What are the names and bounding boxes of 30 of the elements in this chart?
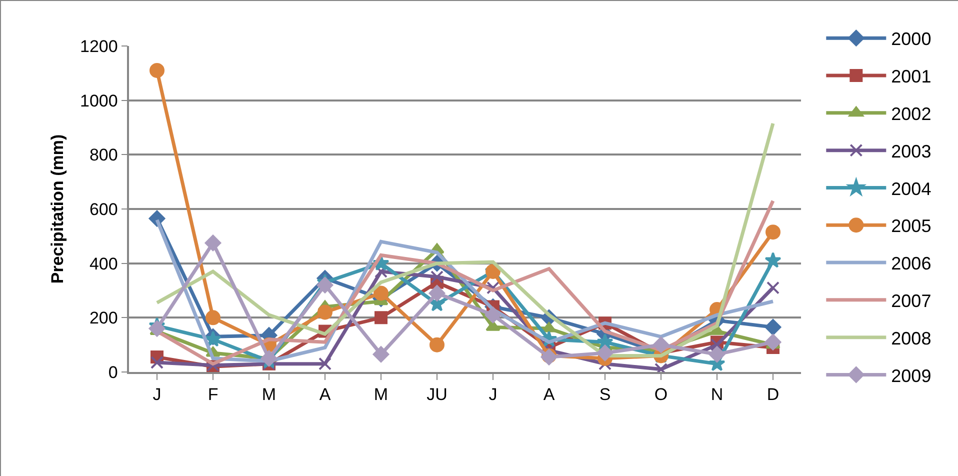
x-tick-label: S — [599, 385, 611, 404]
x-tick-label: A — [319, 385, 332, 404]
legend-label: 2001 — [891, 66, 932, 87]
x-tick-label: F — [208, 385, 218, 404]
legend-label: 2004 — [891, 178, 932, 199]
legend-label: 2007 — [891, 290, 932, 311]
y-tick-label: 0 — [108, 362, 118, 382]
legend-label: 2006 — [891, 254, 932, 274]
x-tick-label: D — [766, 385, 780, 404]
legend-label: 2008 — [891, 328, 932, 348]
x-tick-label: N — [710, 385, 724, 404]
x-tick-label: M — [374, 385, 388, 404]
x-tick-label: M — [262, 385, 276, 404]
y-tick-label: 200 — [89, 308, 118, 328]
y-tick-label: 800 — [89, 146, 118, 165]
x-tick-label: O — [654, 385, 668, 404]
legend-label: 2003 — [891, 141, 932, 162]
y-axis-title: Precipitation (mm) — [48, 134, 68, 284]
y-tick-label: 1000 — [80, 91, 118, 110]
y-tick-label: 600 — [89, 200, 118, 219]
x-tick-label: A — [543, 385, 556, 404]
x-tick-label: J — [488, 385, 498, 404]
legend-label: 2002 — [891, 104, 932, 124]
x-tick-label: JU — [426, 385, 448, 404]
x-tick-label: J — [152, 385, 162, 404]
y-tick-label: 400 — [89, 254, 118, 274]
y-tick-label: 1200 — [80, 36, 118, 56]
legend-label: 2000 — [891, 29, 932, 50]
legend-label: 2005 — [891, 216, 932, 236]
legend-label: 2009 — [891, 366, 932, 386]
